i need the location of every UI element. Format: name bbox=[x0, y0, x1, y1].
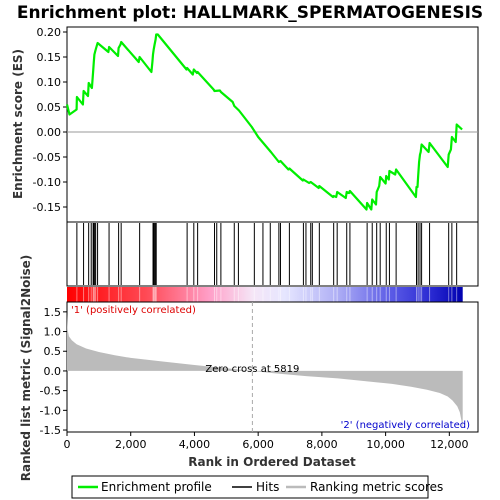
es-y-axis-label: Enrichment score (ES) bbox=[11, 49, 25, 199]
x-tick-label: 0 bbox=[64, 438, 71, 451]
ranked-y-tick-label: -1.5 bbox=[40, 424, 61, 437]
es-y-tick-label: 0.15 bbox=[37, 51, 62, 64]
ranked-y-tick-label: -1.0 bbox=[40, 404, 61, 417]
es-y-tick-label: 0.10 bbox=[37, 76, 62, 89]
x-tick-label: 4,000 bbox=[179, 438, 211, 451]
legend-ranking-label: Ranking metric scores bbox=[310, 480, 443, 494]
positively-correlated-label: '1' (positively correlated) bbox=[71, 305, 196, 316]
ranked-y-tick-label: 1.0 bbox=[44, 326, 62, 339]
es-y-tick-label: 0.05 bbox=[37, 101, 62, 114]
zero-cross-label: Zero cross at 5819 bbox=[205, 364, 299, 375]
es-y-tick-label: -0.05 bbox=[33, 151, 61, 164]
negatively-correlated-label: '2' (negatively correlated) bbox=[341, 420, 470, 431]
ranked-metric-panel: Zero cross at 5819 '1' (positively corre… bbox=[19, 255, 479, 482]
legend: Enrichment profile Hits Ranking metric s… bbox=[71, 475, 443, 499]
legend-enrichment-label: Enrichment profile bbox=[101, 480, 212, 494]
x-tick-label: 10,000 bbox=[366, 438, 405, 451]
x-tick-label: 2,000 bbox=[115, 438, 147, 451]
es-y-tick-label: 0.20 bbox=[37, 26, 62, 39]
rank-color-bar bbox=[67, 287, 463, 302]
chart-title: Enrichment plot: HALLMARK_SPERMATOGENESI… bbox=[17, 3, 483, 23]
es-y-tick-label: -0.10 bbox=[33, 176, 61, 189]
es-y-ticks: -0.15 -0.10 -0.05 0.00 0.05 0.10 0.15 0.20 bbox=[33, 26, 67, 214]
x-tick-label: 6,000 bbox=[242, 438, 274, 451]
x-tick-label: 12,000 bbox=[430, 438, 469, 451]
legend-hits-label: Hits bbox=[256, 480, 279, 494]
es-y-tick-label: 0.00 bbox=[37, 126, 62, 139]
ranked-y-tick-label: 0.0 bbox=[44, 365, 62, 378]
es-y-tick-label: -0.15 bbox=[33, 201, 61, 214]
hits-panel bbox=[66, 221, 479, 287]
ranking-metric-area bbox=[67, 313, 463, 429]
x-axis: 0 2,000 4,000 6,000 8,000 10,000 12,000 bbox=[64, 432, 469, 451]
ranked-y-tick-label: 0.5 bbox=[44, 345, 62, 358]
ranked-y-tick-label: 1.5 bbox=[44, 306, 62, 319]
ranked-y-axis-label: Ranked list metric (Signal2Noise) bbox=[19, 255, 33, 482]
hits-panel-frame bbox=[66, 221, 479, 287]
ranked-y-ticks: -1.5 -1.0 -0.5 0.0 0.5 1.0 1.5 bbox=[40, 306, 67, 437]
hits-lines bbox=[76, 223, 458, 285]
enrichment-profile-line bbox=[65, 33, 463, 211]
color-bar-gradient bbox=[67, 287, 463, 302]
ranked-y-tick-label: -0.5 bbox=[40, 385, 61, 398]
x-tick-label: 8,000 bbox=[306, 438, 338, 451]
x-axis-label: Rank in Ordered Dataset bbox=[188, 455, 356, 469]
color-bar-segments bbox=[76, 287, 458, 302]
es-panel: -0.15 -0.10 -0.05 0.00 0.05 0.10 0.15 0.20 Enri… bbox=[11, 26, 479, 223]
